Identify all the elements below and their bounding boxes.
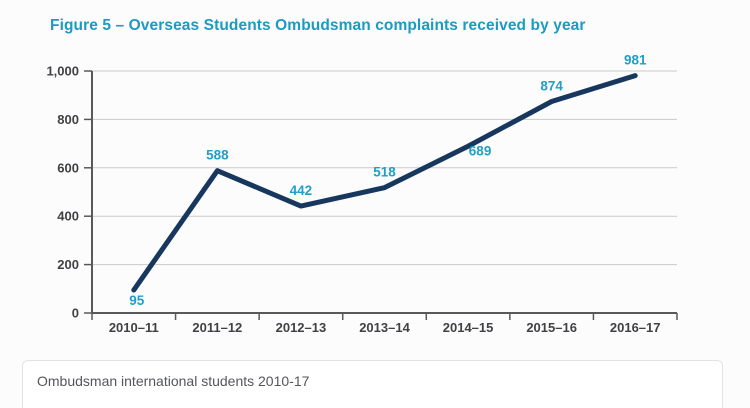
x-tick-label: 2014–15 (443, 320, 494, 335)
x-tick-label: 2011–12 (192, 320, 242, 335)
y-tick-label: 400 (57, 209, 79, 224)
y-tick-label: 200 (57, 257, 79, 272)
caption-box: Ombudsman international students 2010-17 (22, 360, 723, 408)
figure-title: Figure 5 – Overseas Students Ombudsman c… (50, 17, 586, 34)
x-tick-label: 2015–16 (526, 320, 577, 335)
data-point-label: 442 (290, 183, 313, 198)
data-point-label: 981 (624, 53, 647, 68)
x-tick-label: 2016–17 (610, 320, 661, 335)
y-tick-label: 800 (57, 112, 79, 127)
complaints-line-chart: 0 200 400 600 800 1,000 2010–11 2011–12 2012–13 2… (46, 53, 678, 335)
y-tick-label: 600 (57, 160, 79, 175)
data-point-label: 588 (206, 148, 229, 163)
x-tick-label: 2012–13 (276, 320, 327, 335)
data-point-label: 518 (373, 165, 396, 180)
x-tick-label: 2013–14 (359, 320, 410, 335)
y-tick-label: 0 (72, 306, 79, 321)
chart-container: 0 200 400 600 800 1,000 2010–11 2011–12 2012–13 2… (46, 53, 678, 335)
x-tick-label: 2010–11 (109, 320, 159, 335)
y-tick-label: 1,000 (46, 64, 79, 79)
data-point-label: 874 (540, 78, 563, 93)
data-point-label: 689 (469, 143, 492, 158)
caption-text: Ombudsman international students 2010-17 (37, 373, 310, 389)
complaints-series-line (131, 73, 638, 293)
data-point-label: 95 (129, 293, 145, 308)
